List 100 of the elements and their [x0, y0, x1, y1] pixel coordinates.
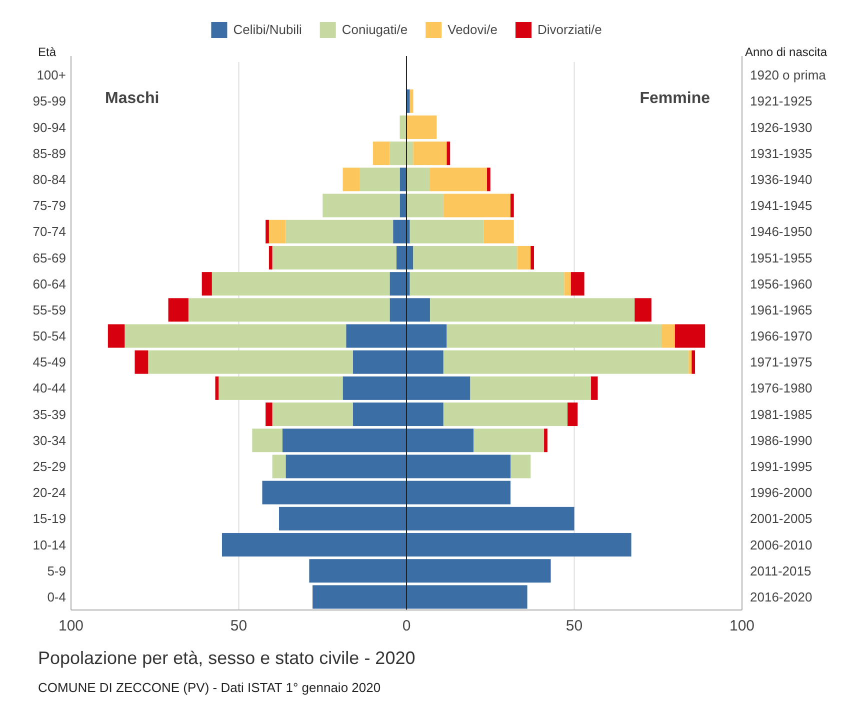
- bar: [570, 272, 584, 296]
- y2-tick-label: 1936-1940: [750, 172, 812, 187]
- bar: [430, 168, 488, 192]
- bar: [470, 376, 592, 400]
- y-tick-label: 80-84: [32, 172, 66, 187]
- bar: [510, 454, 531, 478]
- bar: [168, 298, 188, 322]
- bar: [266, 220, 269, 244]
- y-tick-label: 25-29: [32, 459, 66, 474]
- bar: [661, 324, 675, 348]
- y2-tick-label: 1951-1955: [750, 250, 812, 266]
- y-tick-label: 55-59: [32, 302, 66, 318]
- y-tick-label: 10-14: [32, 537, 66, 552]
- bar: [446, 142, 450, 166]
- y-tick-label: 15-19: [32, 511, 66, 526]
- y-tick-label: 35-39: [32, 406, 66, 422]
- y-tick-label: 5-9: [47, 563, 66, 578]
- bar: [252, 428, 282, 452]
- y-tick-label: 60-64: [32, 276, 66, 292]
- y-tick-label: 45-49: [32, 354, 66, 370]
- y2-tick-label: 1941-1945: [750, 198, 812, 214]
- bar: [272, 402, 353, 426]
- bar: [124, 324, 346, 348]
- y2-tick-label: 1961-1965: [750, 302, 812, 318]
- y-tick-label: 20-24: [32, 485, 66, 500]
- y2-tick-label: 1966-1970: [750, 328, 812, 344]
- bar: [400, 115, 406, 139]
- x-tick-label: 100: [729, 618, 755, 635]
- bar: [443, 194, 511, 218]
- legend-label: Celibi/Nubili: [233, 22, 302, 37]
- x-tick-label: 100: [58, 618, 84, 635]
- y-tick-label: 30-34: [32, 432, 66, 448]
- bar: [406, 168, 430, 192]
- x-tick-label: 50: [566, 618, 583, 635]
- bar: [474, 428, 544, 452]
- bar: [443, 402, 568, 426]
- bar: [400, 194, 406, 218]
- bar: [218, 376, 343, 400]
- legend-label: Coniugati/e: [342, 22, 408, 37]
- y2-tick-label: 1956-1960: [750, 276, 812, 292]
- y-axis-title: Età: [38, 45, 56, 59]
- bar: [443, 350, 688, 374]
- bar: [410, 220, 484, 244]
- y2-tick-label: 1921-1925: [750, 94, 812, 109]
- y2-tick-label: 1971-1975: [750, 354, 812, 370]
- x-tick-label: 0: [402, 618, 411, 635]
- bar: [692, 350, 696, 374]
- y2-tick-label: 1946-1950: [750, 224, 812, 240]
- bar: [272, 454, 286, 478]
- y2-tick-label: 1991-1995: [750, 459, 812, 474]
- y-tick-label: 90-94: [32, 120, 66, 135]
- bar: [342, 168, 360, 192]
- bar: [634, 298, 652, 322]
- bar: [266, 402, 272, 426]
- y2-tick-label: 2001-2005: [750, 511, 812, 526]
- y2-tick-label: 2011-2015: [750, 563, 812, 578]
- y-tick-label: 95-99: [32, 94, 66, 109]
- legend-label: Divorziati/e: [538, 22, 602, 37]
- bar: [674, 324, 706, 348]
- bar: [108, 324, 125, 348]
- bar: [413, 246, 518, 270]
- bar: [564, 272, 571, 296]
- bar: [413, 142, 447, 166]
- bar: [322, 194, 400, 218]
- y-tick-label: 100+: [36, 68, 66, 83]
- y2-tick-label: 1981-1985: [750, 406, 812, 422]
- bar: [268, 246, 272, 270]
- bar: [484, 220, 514, 244]
- bar: [148, 350, 353, 374]
- bar: [410, 89, 414, 113]
- y-tick-label: 50-54: [32, 328, 66, 344]
- bar: [406, 194, 444, 218]
- bar: [268, 220, 286, 244]
- text: Popolazione per età, sesso e stato civile - 2020: [38, 648, 416, 668]
- legend-label: Vedovi/e: [448, 22, 498, 37]
- annotation: Maschi: [105, 90, 160, 107]
- bar: [406, 115, 437, 139]
- bar: [544, 428, 548, 452]
- bar: [517, 246, 531, 270]
- bar: [568, 402, 578, 426]
- bar: [372, 142, 390, 166]
- x-tick-label: 50: [230, 618, 248, 635]
- bar: [530, 246, 534, 270]
- y2-axis-title: Anno di nascita: [745, 45, 828, 59]
- bar: [400, 168, 406, 192]
- bar: [202, 272, 212, 296]
- y2-tick-label: 1931-1935: [750, 146, 812, 161]
- bar: [215, 376, 219, 400]
- y2-tick-label: 1996-2000: [750, 485, 812, 500]
- bar: [390, 272, 406, 296]
- bar: [360, 168, 400, 192]
- y-tick-label: 75-79: [32, 198, 66, 214]
- bar: [487, 168, 490, 192]
- bar: [406, 89, 410, 113]
- annotation: Femmine: [640, 90, 710, 107]
- bar: [591, 376, 598, 400]
- bar: [430, 298, 635, 322]
- bar: [134, 350, 148, 374]
- bar: [410, 272, 564, 296]
- bar: [188, 298, 390, 322]
